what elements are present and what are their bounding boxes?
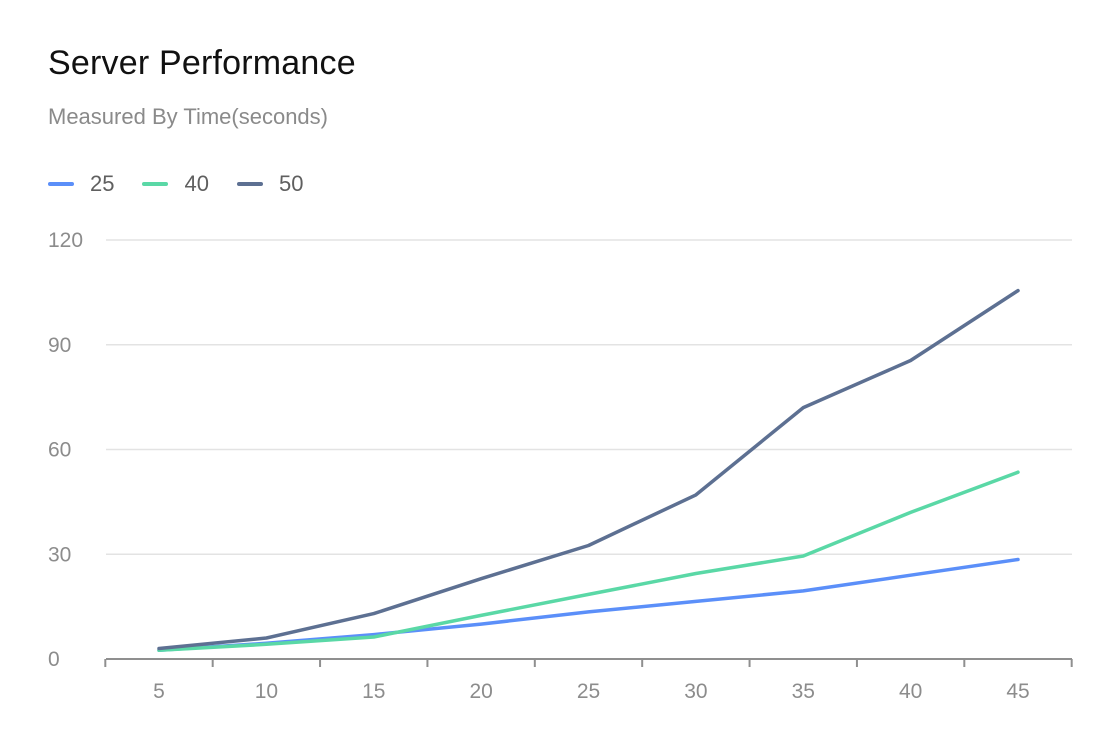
legend-swatch-series-1 [142,182,169,186]
legend-item-series-1[interactable]: 40 [142,171,209,197]
legend-label-series-1: 40 [184,171,209,196]
x-tick-label: 30 [684,680,707,703]
x-tick-label: 40 [899,680,922,703]
chart-title: Server Performance [48,44,356,82]
legend-label-series-0: 25 [90,171,115,196]
series-line-50[interactable] [157,288,1020,651]
series-line-40[interactable] [157,470,1020,653]
x-tick-label: 25 [577,680,600,703]
x-tick-label: 45 [1006,680,1029,703]
y-tick-label: 60 [48,439,71,462]
x-tick-label: 35 [792,680,815,703]
series-line-25[interactable] [157,557,1020,653]
legend-swatch-series-0 [48,182,74,186]
y-tick-label: 120 [48,229,83,252]
y-tick-label: 30 [48,543,71,566]
x-tick-label: 5 [153,680,165,703]
y-tick-label: 0 [48,648,60,671]
legend: 25 40 50 [48,170,303,198]
legend-item-series-0[interactable]: 25 [48,171,114,197]
y-tick-label: 90 [48,334,71,357]
x-tick-label: 20 [469,680,492,703]
x-tick-label: 10 [255,680,278,703]
chart-subtitle: Measured By Time(seconds) [48,104,328,129]
legend-item-series-2[interactable]: 50 [236,171,304,197]
legend-label-series-2: 50 [278,171,304,196]
x-tick-label: 15 [362,680,385,703]
legend-swatch-series-2 [236,182,263,186]
